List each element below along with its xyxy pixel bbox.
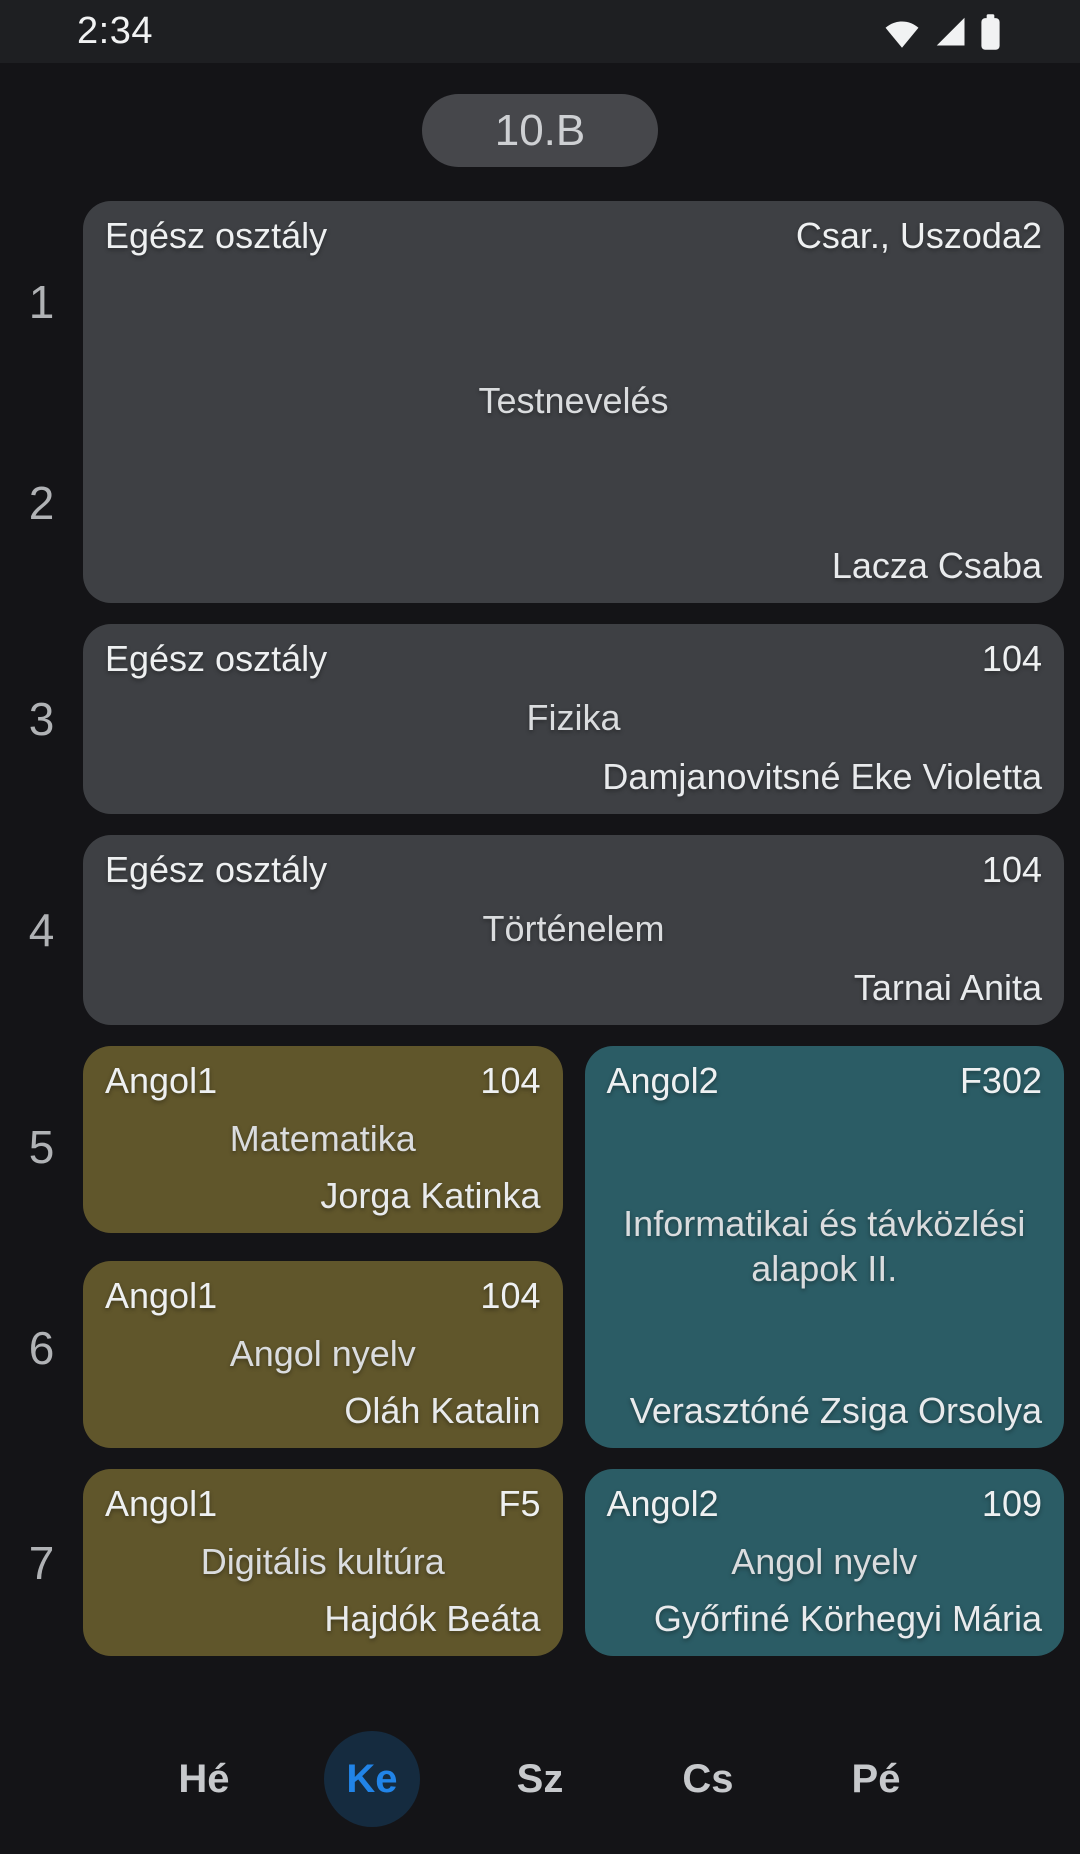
row-number-5: 5 [28,1120,55,1173]
row-number-column: 7 [0,1469,83,1656]
lesson-card-angol-nyelv-7[interactable]: Angol2 109 Angol nyelv Győrfiné Körhegyi… [584,1469,1064,1656]
lesson-subject: Fizika [526,697,621,738]
day-tab-csutortok[interactable]: Cs [682,1756,734,1801]
lesson-group: Egész osztály [105,849,328,890]
cellular-signal-icon [936,17,965,45]
lesson-subject: Testnevelés [478,380,669,421]
lesson-card-header: Angol1 104 [105,1060,541,1102]
lesson-room: 104 [480,1275,541,1316]
lesson-card-angol-nyelv-6[interactable]: Angol1 104 Angol nyelv Oláh Katalin [83,1261,563,1448]
lesson-subject: Digitális kultúra [200,1540,445,1582]
lesson-teacher: Jorga Katinka [320,1175,541,1216]
lesson-card-header: Angol2 F302 [607,1060,1043,1102]
timetable: 1 2 Egész osztály Csar., Uszoda2 Testnev… [0,201,1080,1677]
lesson-card-header: Egész osztály 104 [105,638,1042,680]
lesson-teacher: Tarnai Anita [853,967,1042,1008]
day-tab-szerda[interactable]: Sz [516,1756,564,1801]
lesson-card-testneveles[interactable]: Egész osztály Csar., Uszoda2 Testnevelés… [83,201,1064,603]
lesson-group: Egész osztály [105,215,328,256]
row-number-1: 1 [28,275,55,328]
lesson-teacher: Lacza Csaba [831,545,1042,586]
status-bar: 2:34 [0,0,1080,63]
status-icons [881,13,1002,50]
row-number-2: 2 [28,476,55,529]
lesson-card-header: Angol2 109 [607,1483,1043,1525]
lesson-subject: Angol nyelv [229,1332,416,1374]
wifi-icon [885,21,919,48]
lesson-room: F5 [498,1483,541,1524]
lesson-room: Csar., Uszoda2 [795,215,1042,256]
row-number-column: 1 2 [0,201,83,603]
row-number-6: 6 [28,1321,55,1374]
lesson-card-header: Angol1 104 [105,1275,541,1317]
lesson-subject: Történelem [482,908,665,949]
row-number-column: 3 [0,624,83,814]
day-tab-pentek[interactable]: Pé [851,1756,901,1801]
day-tab-hetfo[interactable]: Hé [178,1756,230,1801]
timetable-block-1-2: 1 2 Egész osztály Csar., Uszoda2 Testnev… [0,201,1064,603]
lesson-teacher: Verasztóné Zsiga Orsolya [629,1390,1042,1431]
lesson-subject: Angol nyelv [731,1540,918,1582]
lesson-teacher: Damjanovitsné Eke Violetta [602,756,1042,797]
lesson-room: 104 [981,849,1042,890]
timetable-block-5-6: 5 6 Angol1 104 Matematika Jorga Katinka [0,1046,1064,1448]
lesson-teacher: Hajdók Beáta [324,1598,541,1639]
battery-icon [981,13,1000,50]
row-number-7: 7 [28,1536,55,1589]
lesson-room: F302 [959,1060,1042,1101]
day-tab-kedd[interactable]: Ke [324,1731,420,1827]
row-number-column: 5 6 [0,1046,83,1448]
timetable-block-3: 3 Egész osztály 104 Fizika Damjanovitsné… [0,624,1064,814]
lesson-subject: Matematika [229,1117,416,1159]
lesson-group: Angol1 [105,1483,218,1524]
lesson-teacher: Oláh Katalin [344,1390,541,1431]
lesson-group: Angol1 [105,1275,218,1316]
lesson-card-matematika[interactable]: Angol1 104 Matematika Jorga Katinka [83,1046,563,1233]
lesson-teacher: Győrfiné Körhegyi Mária [653,1598,1042,1639]
lesson-group: Angol2 [606,1060,719,1101]
lesson-card-header: Egész osztály Csar., Uszoda2 [105,215,1042,257]
row-number-4: 4 [28,904,55,956]
lesson-card-digitalis-kultura[interactable]: Angol1 F5 Digitális kultúra Hajdók Beáta [83,1469,563,1656]
lesson-card-header: Egész osztály 104 [105,849,1042,891]
row-number-3: 3 [28,693,55,745]
lesson-card-header: Angol1 F5 [105,1483,541,1525]
lesson-group: Angol1 [105,1060,218,1101]
lesson-room: 109 [981,1483,1042,1524]
lesson-card-tortenelem[interactable]: Egész osztály 104 Történelem Tarnai Anit… [83,835,1064,1025]
timetable-block-7: 7 Angol1 F5 Digitális kultúra Hajdók Beá… [0,1469,1064,1656]
class-pill-row: 10.B [0,94,1080,167]
lesson-room: 104 [981,638,1042,679]
lesson-group: Angol2 [606,1483,719,1524]
row-number-column: 4 [0,835,83,1025]
lesson-room: 104 [480,1060,541,1101]
day-tab-bar: Hé Ke Sz Cs Pé [120,1731,960,1827]
status-time: 2:34 [77,10,153,52]
lesson-group: Egész osztály [105,638,328,679]
lesson-card-informatika[interactable]: Angol2 F302 Informatikai és távközlési a… [584,1046,1064,1448]
class-selector-button[interactable]: 10.B [422,94,658,167]
lesson-card-fizika[interactable]: Egész osztály 104 Fizika Damjanovitsné E… [83,624,1064,814]
timetable-block-4: 4 Egész osztály 104 Történelem Tarnai An… [0,835,1064,1025]
lesson-subject: Informatikai és távközlési alapok II. [623,1203,1026,1289]
